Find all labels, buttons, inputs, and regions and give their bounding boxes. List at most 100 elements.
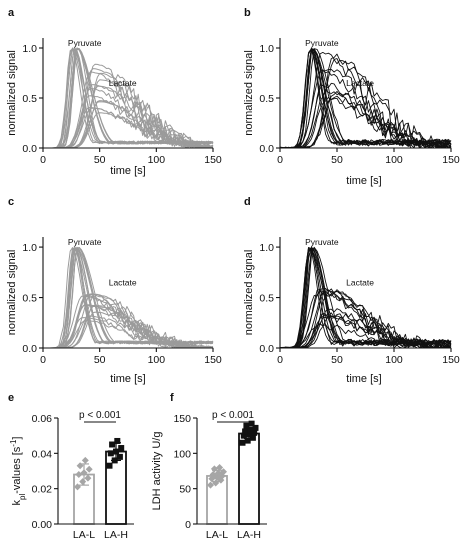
panel-label: b bbox=[244, 7, 251, 19]
lactate-curve bbox=[280, 53, 452, 149]
y-tick-label: 100 bbox=[173, 448, 191, 460]
data-point bbox=[209, 471, 217, 479]
lactate-curve bbox=[279, 323, 452, 349]
y-tick-label: 0.0 bbox=[22, 343, 37, 355]
data-point bbox=[247, 427, 254, 434]
x-axis-label: time [s] bbox=[346, 373, 381, 385]
x-tick-label: 100 bbox=[148, 354, 166, 366]
y-tick-label: 1.0 bbox=[22, 43, 37, 55]
x-tick-label: 50 bbox=[94, 354, 106, 366]
lactate-curve bbox=[43, 68, 214, 149]
y-tick-label: 0.0 bbox=[22, 143, 37, 155]
x-axis-label: time [s] bbox=[346, 175, 381, 187]
data-point bbox=[240, 432, 247, 439]
data-point bbox=[116, 453, 123, 460]
data-point bbox=[210, 465, 218, 473]
data-point bbox=[80, 469, 88, 477]
data-point bbox=[74, 483, 81, 491]
y-axis-label-part: ] bbox=[11, 437, 23, 440]
panel-c: 0 50 100 150 0.0 0.5 1.0 c time [s] normalized si… bbox=[6, 196, 222, 385]
annotation-pyruvate: Pyruvate bbox=[305, 237, 339, 247]
panel-f: LA-L LA-H 0 50 100 150 p < 0.001 f LDH activity … bbox=[151, 392, 267, 541]
data-point bbox=[79, 478, 87, 486]
data-point bbox=[81, 456, 89, 464]
y-axis-label: normalized signal bbox=[6, 50, 18, 136]
category-label: LA-H bbox=[237, 529, 261, 541]
annotation-pyruvate: Pyruvate bbox=[305, 38, 339, 48]
data-point bbox=[212, 479, 220, 487]
x-tick-label: 150 bbox=[442, 354, 460, 366]
x-tick-label: 0 bbox=[277, 154, 283, 166]
data-point bbox=[216, 463, 224, 471]
data-point bbox=[214, 469, 222, 477]
panel-b: 0 50 100 150 0.0 0.5 1.0 b time [s] normalized si… bbox=[243, 7, 460, 187]
y-tick-label: 1.0 bbox=[22, 242, 37, 254]
curves-b bbox=[279, 47, 452, 149]
curves-a bbox=[43, 47, 214, 149]
y-axis-label-part: k bbox=[11, 500, 23, 506]
x-tick-label: 0 bbox=[277, 354, 283, 366]
x-tick-label: 100 bbox=[148, 154, 166, 166]
x-tick-label: 150 bbox=[204, 354, 222, 366]
annotation-pyruvate: Pyruvate bbox=[68, 237, 102, 247]
x-tick-label: 100 bbox=[385, 354, 403, 366]
panel-label: a bbox=[8, 7, 15, 19]
x-axis-label: time [s] bbox=[110, 373, 145, 385]
lactate-curve bbox=[280, 82, 452, 149]
panel-label: c bbox=[8, 196, 14, 208]
y-tick-label: 0.04 bbox=[32, 448, 53, 460]
y-axis-label-part: pl bbox=[18, 494, 27, 500]
data-point bbox=[239, 439, 246, 446]
lactate-curve bbox=[279, 290, 452, 349]
bar-LA-H bbox=[238, 432, 260, 525]
y-tick-label: 150 bbox=[173, 413, 191, 425]
data-point bbox=[244, 437, 251, 444]
annotation-pyruvate: Pyruvate bbox=[68, 38, 102, 48]
curves-c bbox=[43, 246, 214, 349]
y-axis-label: normalized signal bbox=[243, 50, 255, 136]
data-point bbox=[113, 448, 119, 455]
y-tick-label: 0.0 bbox=[259, 143, 274, 155]
panel-a: 0 50 100 150 0.0 0.5 1.0 a time [s] normalized si… bbox=[6, 7, 222, 177]
data-point bbox=[85, 465, 93, 473]
y-axis-label: kpl-values [s-1] bbox=[9, 437, 27, 506]
x-axis-label: time [s] bbox=[110, 165, 145, 177]
x-tick-label: 50 bbox=[94, 154, 106, 166]
x-tick-label: 0 bbox=[40, 154, 46, 166]
lactate-curve bbox=[43, 294, 214, 349]
x-tick-label: 150 bbox=[204, 154, 222, 166]
data-point bbox=[84, 474, 92, 482]
lactate-curve bbox=[43, 63, 214, 149]
y-axis-label: normalized signal bbox=[243, 250, 255, 336]
curves-d bbox=[279, 246, 452, 349]
y-axis-label-part: -values [s bbox=[11, 446, 23, 494]
category-label: LA-L bbox=[73, 529, 95, 541]
y-tick-label: 1.0 bbox=[259, 43, 274, 55]
data-point bbox=[111, 457, 118, 464]
y-tick-label: 1.0 bbox=[259, 242, 274, 254]
data-point bbox=[251, 429, 258, 436]
y-axis-label: LDH activity U/g bbox=[151, 432, 163, 511]
x-tick-label: 50 bbox=[331, 354, 343, 366]
y-axis-label: normalized signal bbox=[6, 250, 18, 336]
x-tick-label: 50 bbox=[331, 154, 343, 166]
data-point bbox=[246, 431, 252, 438]
panel-label: e bbox=[8, 392, 14, 404]
data-point bbox=[118, 445, 125, 452]
data-point bbox=[242, 428, 249, 435]
annotation-lactate: Lactate bbox=[109, 277, 137, 287]
pyruvate-curve bbox=[280, 246, 452, 349]
x-tick-label: 150 bbox=[442, 154, 460, 166]
data-point bbox=[248, 420, 255, 427]
panel-d: 0 50 100 150 0.0 0.5 1.0 d time [s] normalized si… bbox=[243, 196, 460, 385]
data-point bbox=[220, 468, 227, 476]
annotation-lactate: Lactate bbox=[346, 277, 374, 287]
category-label: LA-H bbox=[104, 529, 128, 541]
data-point bbox=[249, 434, 256, 441]
significance-label: p < 0.001 bbox=[212, 410, 254, 421]
data-point bbox=[109, 441, 116, 448]
lactate-curve bbox=[279, 89, 452, 149]
lactate-curve bbox=[279, 289, 452, 349]
y-tick-label: 0.00 bbox=[32, 519, 53, 531]
